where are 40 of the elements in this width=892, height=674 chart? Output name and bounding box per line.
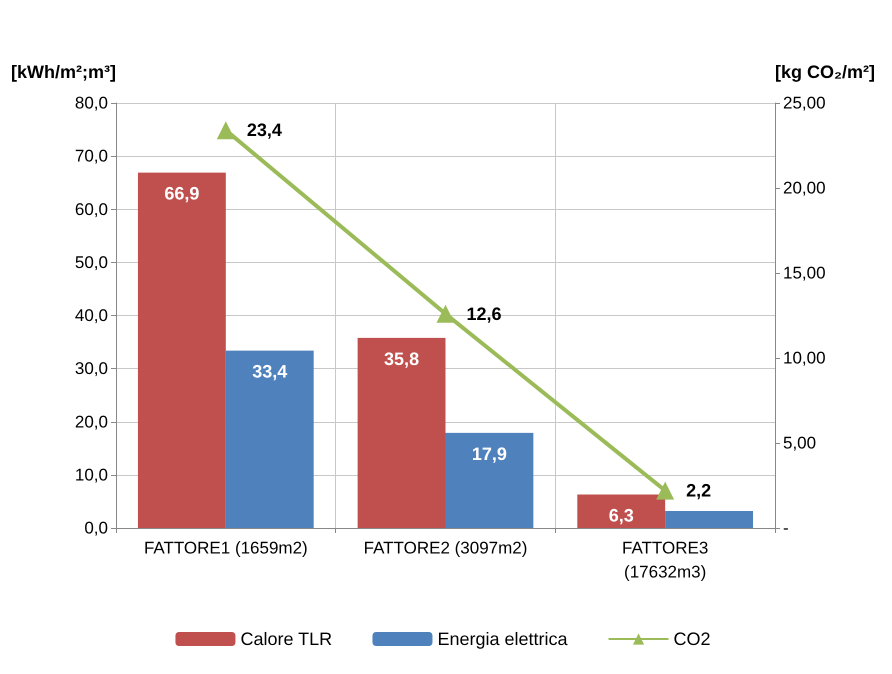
y2-axis-title: [kg CO₂/m²] bbox=[775, 62, 876, 82]
y-tick-label: 70,0 bbox=[74, 146, 108, 166]
data-label: 33,4 bbox=[252, 362, 288, 382]
bar bbox=[577, 494, 666, 528]
y-tick-label: 0,0 bbox=[84, 518, 108, 538]
x-tick-label: FATTORE2 (3097m2) bbox=[364, 538, 528, 558]
x-tick-label: FATTORE1 (1659m2) bbox=[144, 538, 308, 558]
bar bbox=[445, 432, 534, 528]
bar bbox=[138, 172, 226, 528]
y2-tick-label: 10,00 bbox=[783, 348, 826, 368]
y2-tick-label: 20,00 bbox=[783, 178, 826, 198]
data-label: 35,8 bbox=[384, 348, 420, 369]
y-tick-label: 60,0 bbox=[74, 200, 108, 219]
data-label: 17,9 bbox=[472, 444, 507, 464]
data-label: 2,2 bbox=[686, 480, 712, 501]
y-tick-label: 80,0 bbox=[74, 94, 108, 112]
legend-label: Calore TLR bbox=[240, 629, 332, 649]
bar bbox=[358, 338, 446, 528]
y2-tick-label: 5,00 bbox=[783, 434, 816, 452]
legend-label: Energia elettrica bbox=[437, 629, 569, 649]
bar bbox=[226, 350, 314, 528]
point bbox=[436, 304, 454, 323]
data-label: 66,9 bbox=[164, 184, 200, 204]
y-tick-label: 40,0 bbox=[74, 306, 108, 325]
bar bbox=[665, 511, 754, 528]
legend-label: CO2 bbox=[674, 629, 711, 649]
point bbox=[656, 482, 674, 500]
y2-tick-label: 15,00 bbox=[783, 264, 826, 282]
point bbox=[216, 121, 235, 140]
data-label: 23,4 bbox=[246, 120, 282, 140]
y-tick-label: 30,0 bbox=[74, 359, 108, 378]
y2-tick-label: - bbox=[783, 518, 789, 538]
y-tick-label: 10,0 bbox=[74, 465, 108, 484]
data-label: 6,3 bbox=[608, 506, 634, 526]
data-label: 12,6 bbox=[466, 304, 502, 324]
y-axis-title: [kWh/m²;m³] bbox=[10, 62, 116, 82]
x-tick-label: FATTORE3 (17632m3) bbox=[622, 538, 708, 582]
y-tick-label: 20,0 bbox=[74, 412, 108, 432]
y2-tick-label: 25,00 bbox=[783, 94, 826, 112]
y-tick-label: 50,0 bbox=[74, 252, 108, 272]
